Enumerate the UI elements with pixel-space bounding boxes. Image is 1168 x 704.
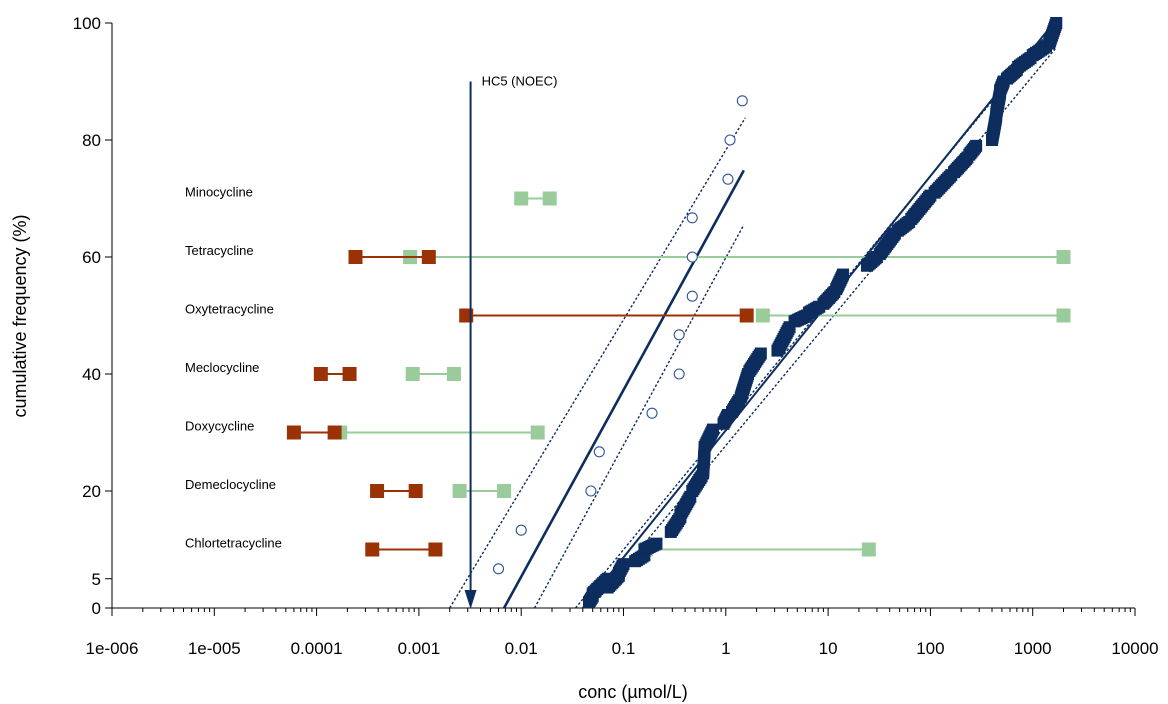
y-tick-label: 100 — [73, 14, 101, 33]
y-tick-label: 0 — [92, 599, 101, 618]
compound-ranges: Minocycline Tetracycline Oxytetracycline Me… — [185, 185, 1071, 557]
compound-green-range-min — [755, 308, 770, 323]
hc5-label: HC5 (NOEC) — [482, 74, 558, 89]
circle-fit-line — [502, 169, 745, 609]
ssd-square-point — [650, 537, 663, 550]
ssd-circle-points — [492, 95, 748, 575]
x-tick-label: 0.0001 — [291, 639, 343, 658]
ssd-circle-point — [593, 446, 605, 458]
ssd-circle-point — [736, 95, 748, 107]
compound-green-range-min — [405, 367, 420, 381]
ssd-circle-point — [515, 524, 527, 536]
y-tick-label: 5 — [92, 570, 101, 589]
ssd-circle-point — [585, 485, 597, 497]
compound-green-range-max — [530, 425, 545, 440]
compound-red-range-max — [421, 250, 436, 264]
compound-red-range-min — [365, 542, 380, 557]
compound-red-range-min — [348, 250, 363, 264]
x-tick-label: 10 — [819, 639, 838, 658]
x-tick-label: 1000 — [1014, 639, 1052, 658]
compound-label: Chlortetracycline — [185, 536, 282, 551]
compound-label: Oxytetracycline — [185, 302, 274, 317]
hc5-annotation: HC5 (NOEC) — [464, 74, 558, 609]
y-tick-label: 20 — [82, 482, 101, 501]
compound-green-range-min — [514, 191, 529, 206]
ssd-circle-point — [673, 368, 685, 380]
ssd-circle-point — [646, 407, 658, 419]
compound-label: Doxycycline — [185, 419, 254, 434]
x-tick-label: 100 — [916, 639, 944, 658]
ssd-square-points — [583, 17, 1063, 609]
ssd-square-point — [617, 558, 630, 571]
compound-green-range-max — [1056, 308, 1071, 323]
compound-green-range-min — [452, 484, 467, 498]
compound-red-range-max — [428, 542, 443, 557]
compound-red-range-min — [313, 367, 328, 381]
y-tick-label: 80 — [82, 131, 101, 150]
hc5-arrow-head — [464, 590, 477, 609]
compound-green-range-max — [497, 484, 512, 498]
x-tick-label: 0.001 — [398, 639, 441, 658]
compound-green-range-max — [446, 367, 461, 381]
compound-red-range-max — [327, 425, 342, 440]
axes: 0 5 20 40 60 80 100 1e-006 1e-005 0.0001 0.001 0.01… — [73, 14, 1159, 658]
compound-green-range-max — [542, 191, 557, 206]
ssd-circle-point — [686, 290, 698, 302]
y-tick-label: 60 — [82, 248, 101, 267]
circle-ci-line — [449, 117, 746, 609]
x-tick-label: 0.1 — [612, 639, 636, 658]
compound-green-range-max — [1056, 250, 1071, 264]
ssd-circle-point — [686, 212, 698, 224]
compound-label: Tetracycline — [185, 243, 254, 258]
ssd-square-point — [754, 347, 767, 360]
compound-red-range-max — [739, 308, 754, 323]
compound-red-range-min — [370, 484, 385, 498]
compound-label: Meclocycline — [185, 360, 259, 375]
x-tick-label: 1 — [721, 639, 730, 658]
ssd-square-point — [837, 268, 850, 281]
square-ci-line — [590, 47, 1057, 609]
x-tick-label: 1e-006 — [86, 639, 139, 658]
ssd-circle-point — [492, 563, 505, 575]
compound-red-range-max — [408, 484, 423, 498]
x-tick-label: 0.01 — [505, 639, 538, 658]
y-axis-label: cumulative frequency (%) — [10, 214, 30, 417]
ssd-circle-point — [686, 251, 698, 263]
ssd-circle-point — [673, 329, 685, 341]
x-tick-label: 1e-005 — [188, 639, 241, 658]
compound-label: Demeclocycline — [185, 477, 276, 492]
x-tick-label: 10000 — [1111, 639, 1158, 658]
ssd-square-point — [970, 139, 983, 152]
circle-ci-line — [533, 224, 745, 609]
compound-label: Minocycline — [185, 185, 253, 200]
ssd-circle-point — [724, 134, 736, 146]
ssd-square-point — [1050, 17, 1063, 29]
ssd-circle-point — [722, 173, 734, 185]
y-tick-label: 40 — [82, 365, 101, 384]
compound-red-range-max — [342, 367, 357, 381]
x-axis-label: conc (µmol/L) — [578, 682, 687, 702]
ssd-square-point — [707, 423, 720, 436]
compound-green-range-max — [861, 542, 876, 557]
compound-red-range-min — [286, 425, 301, 440]
